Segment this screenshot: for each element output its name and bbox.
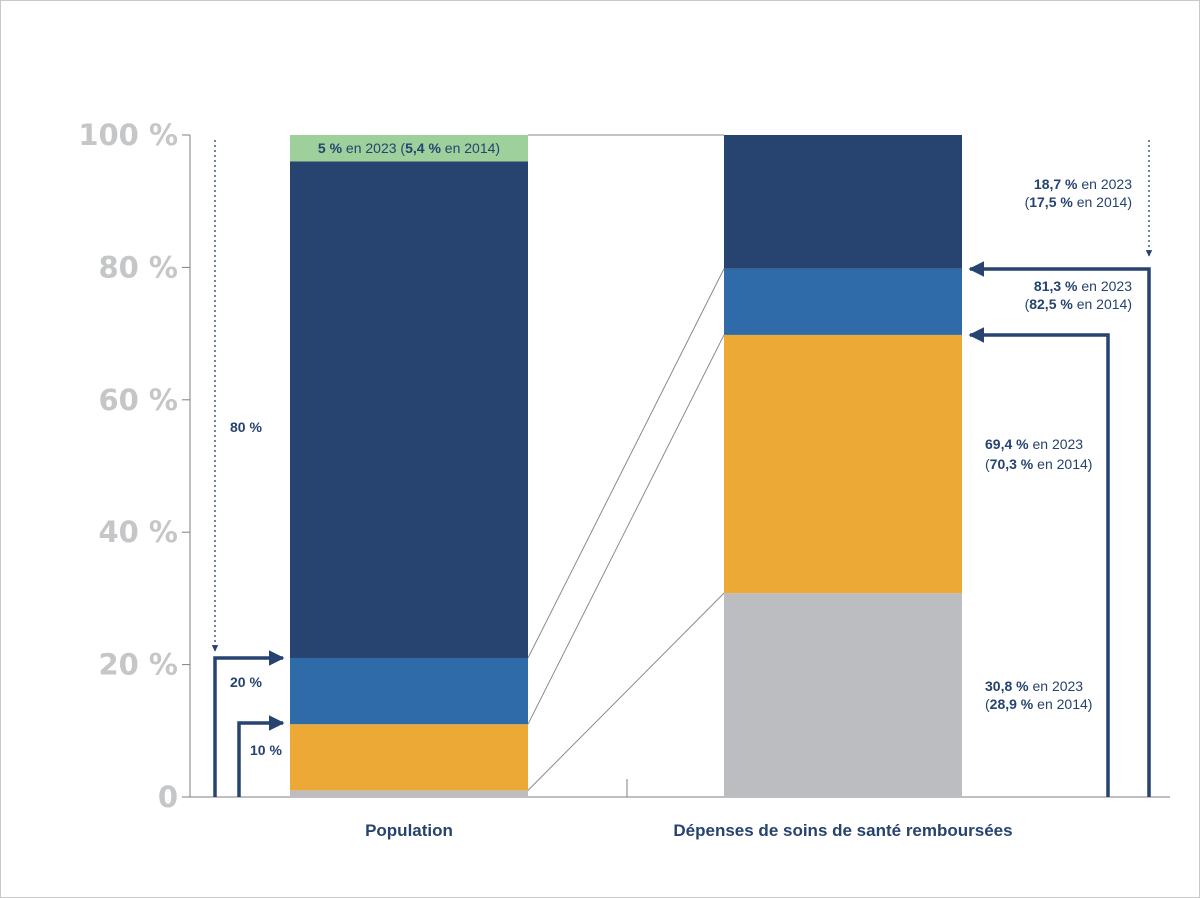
- y-tick-label: 80 %: [98, 250, 178, 284]
- annotation-30-line2: (28,9 % en 2014): [985, 696, 1092, 712]
- connector-line: [527, 592, 725, 791]
- y-tick-label: 60 %: [98, 383, 178, 417]
- bar-segment-green: [290, 135, 528, 162]
- label-10-percent: 10 %: [250, 742, 282, 758]
- bar-segment-mid_blue: [290, 657, 528, 725]
- y-tick-label: 100 %: [78, 118, 178, 152]
- bar-segment-gray: [724, 593, 962, 797]
- bracket-arrow-69: [968, 327, 1110, 797]
- bar-segment-mid_blue: [724, 268, 962, 335]
- annotation-69-line1: 69,4 % en 2023: [985, 436, 1083, 452]
- bracket-arrow-20: [213, 650, 285, 797]
- annotation-81-line1: 81,3 % en 2023: [1034, 278, 1132, 294]
- annotation-69-line2: (70,3 % en 2014): [985, 456, 1092, 472]
- bars: [290, 135, 962, 797]
- bar-segment-dark_blue: [724, 135, 962, 269]
- bracket-arrow-81: [968, 261, 1151, 797]
- bar-segment-orange: [290, 724, 528, 791]
- label-20-percent: 20 %: [230, 674, 262, 690]
- category-label-depenses: Dépenses de soins de santé remboursées: [673, 821, 1012, 840]
- bracket-arrows: [211, 140, 1153, 797]
- connector-line: [527, 268, 725, 659]
- label-80-percent: 80 %: [230, 419, 262, 435]
- annotation-green: 5 % en 2023 (5,4 % en 2014): [318, 140, 500, 156]
- annotation-81-line2: (82,5 % en 2014): [1025, 296, 1132, 312]
- bar-segment-dark_blue: [290, 161, 528, 658]
- category-label-population: Population: [365, 821, 453, 840]
- connector-lines: [527, 134, 725, 791]
- annotation-top-line2: (17,5 % en 2014): [1025, 194, 1132, 210]
- connector-line: [527, 334, 725, 725]
- annotation-30-line1: 30,8 % en 2023: [985, 678, 1083, 694]
- annotation-top-line1: 18,7 % en 2023: [1034, 176, 1132, 192]
- bar-segment-gray: [290, 790, 528, 797]
- y-tick-labels: 0 20 % 40 % 60 % 80 % 100 %: [78, 118, 178, 814]
- bar-segment-orange: [724, 334, 962, 594]
- y-tick-label: 0: [158, 780, 178, 814]
- y-tick-label: 40 %: [98, 515, 178, 549]
- annotations: 5 % en 2023 (5,4 % en 2014) 18,7 % en 202…: [318, 140, 1132, 712]
- y-tick-label: 20 %: [98, 648, 178, 682]
- bracket-arrow-10: [237, 715, 285, 797]
